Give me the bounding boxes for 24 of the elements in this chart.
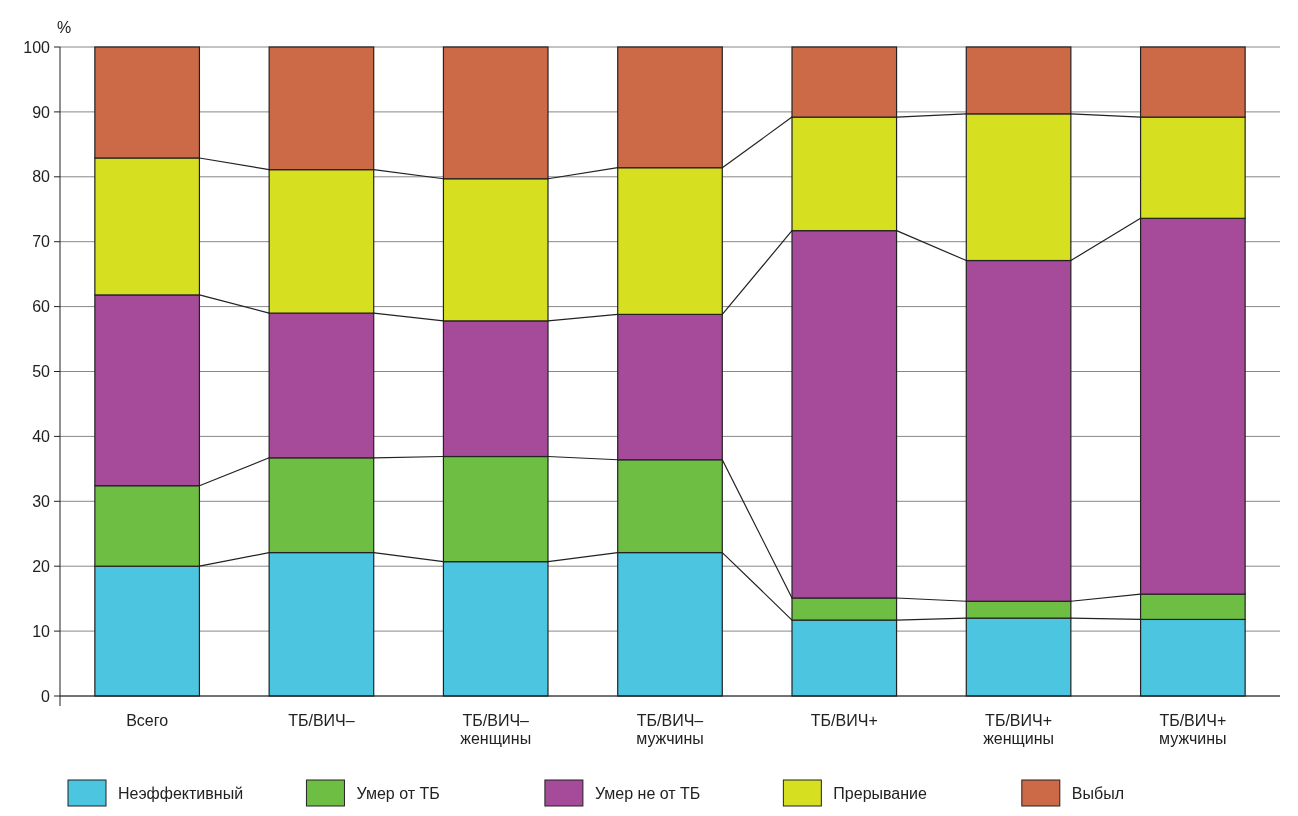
y-tick-label: 80 xyxy=(32,168,51,186)
x-tick-label: Всего xyxy=(126,712,169,729)
y-tick-label: 20 xyxy=(32,557,51,575)
legend-label: Прерывание xyxy=(833,784,928,802)
y-tick-label: 100 xyxy=(23,38,51,56)
x-tick-label: ТБ/ВИЧ– мужчины xyxy=(636,712,704,748)
x-tick-label: ТБ/ВИЧ– xyxy=(288,712,355,729)
y-tick-label: 60 xyxy=(32,298,51,316)
y-tick-label: 90 xyxy=(32,103,51,121)
x-tick-label: ТБ/ВИЧ+ женщины xyxy=(983,712,1055,748)
y-tick-label: 70 xyxy=(32,233,51,251)
y-tick-label: 50 xyxy=(32,363,51,381)
legend-label: Выбыл xyxy=(1071,784,1124,802)
legend-label: Умер от ТБ xyxy=(356,784,440,802)
x-tick-label: ТБ/ВИЧ+ xyxy=(810,712,878,729)
x-tick-label: ТБ/ВИЧ+ мужчины xyxy=(1159,712,1227,748)
x-tick-label: ТБ/ВИЧ– женщины xyxy=(460,712,532,748)
y-tick-label: 40 xyxy=(32,428,51,445)
y-tick-label: 30 xyxy=(32,492,51,510)
y-tick-label: 0 xyxy=(41,687,51,705)
legend-label: Неэффективный xyxy=(118,784,244,802)
y-tick-label: 10 xyxy=(32,622,51,640)
legend-label: Умер не от ТБ xyxy=(594,784,701,802)
y-axis-title: % xyxy=(57,19,72,36)
